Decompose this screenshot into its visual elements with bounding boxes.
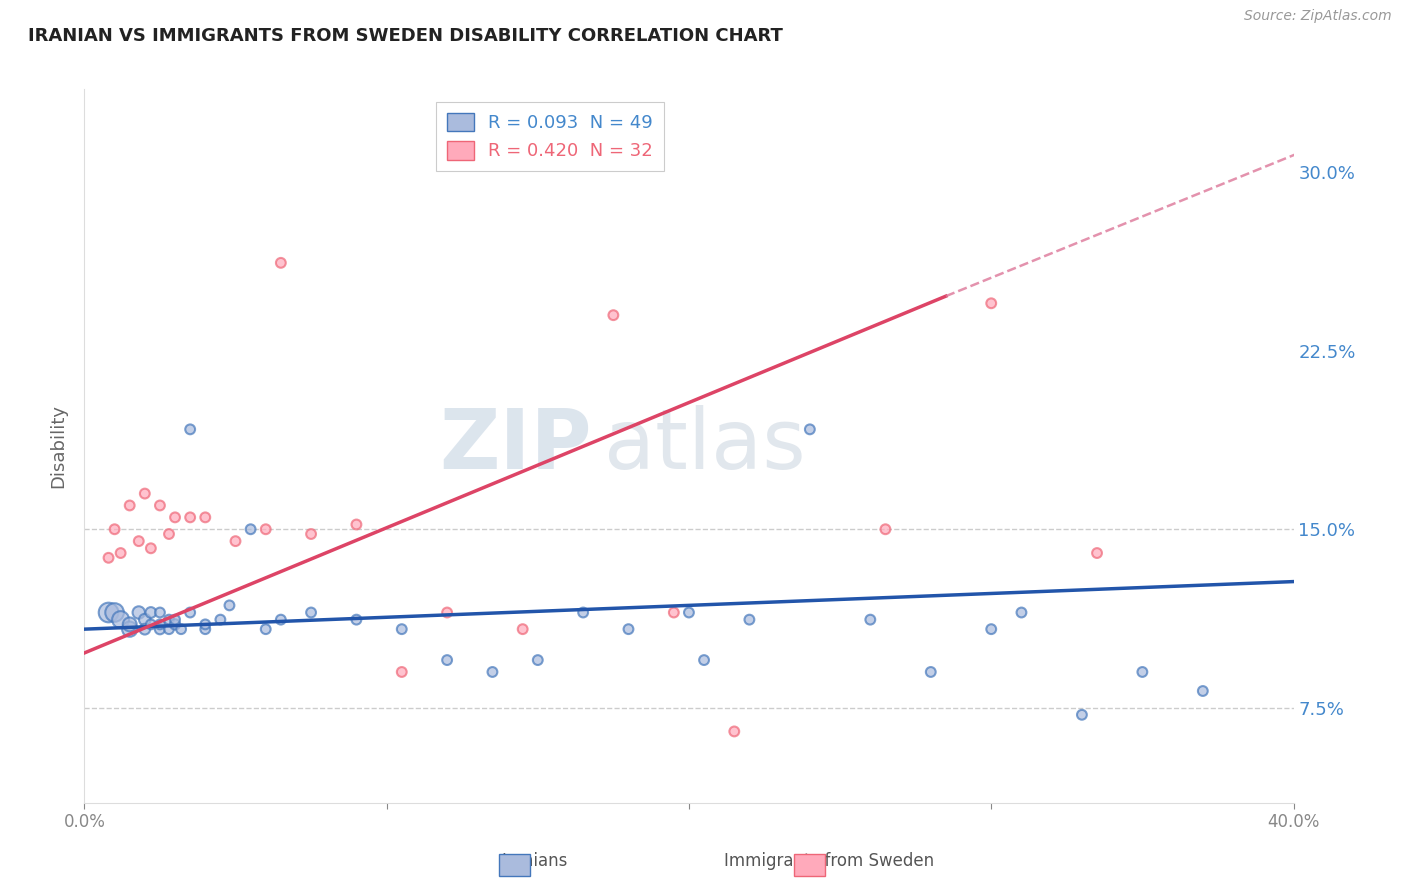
Point (128, 606, 150, 620)
Point (225, 534, 247, 549)
Text: Source: ZipAtlas.com: Source: ZipAtlas.com (1244, 9, 1392, 23)
Point (149, 617, 172, 632)
Point (118, 622, 141, 636)
Point (617, 622, 640, 636)
Point (920, 665, 942, 679)
Point (97, 606, 120, 620)
Point (1085, 546, 1108, 560)
Point (179, 510, 201, 524)
Point (875, 522, 897, 536)
Point (139, 541, 162, 556)
Point (1071, 707, 1094, 722)
Point (299, 527, 322, 541)
Point (602, 308, 624, 322)
Point (118, 617, 141, 632)
Point (723, 724, 745, 739)
Point (436, 653, 458, 667)
Point (170, 622, 193, 636)
Point (194, 510, 217, 524)
Point (1130, 665, 1153, 679)
Point (104, 522, 127, 536)
Point (662, 606, 685, 620)
Point (134, 622, 156, 636)
Point (179, 422, 201, 436)
Point (693, 653, 716, 667)
Point (254, 622, 277, 636)
Point (1192, 684, 1215, 698)
Point (678, 606, 700, 620)
Text: ZIP: ZIP (440, 406, 592, 486)
Point (218, 599, 240, 613)
Point (346, 517, 368, 532)
Point (165, 510, 187, 524)
Point (512, 622, 534, 636)
Point (299, 606, 322, 620)
Point (110, 546, 132, 560)
Point (157, 622, 180, 636)
Point (139, 617, 162, 632)
Point (738, 613, 761, 627)
Point (157, 527, 180, 541)
Point (149, 622, 172, 636)
Point (194, 622, 217, 636)
Point (194, 617, 217, 632)
Legend: R = 0.093  N = 49, R = 0.420  N = 32: R = 0.093 N = 49, R = 0.420 N = 32 (436, 102, 664, 171)
Text: atlas: atlas (605, 406, 806, 486)
Point (391, 622, 413, 636)
Point (134, 486, 156, 500)
Text: Immigrants from Sweden: Immigrants from Sweden (724, 852, 935, 870)
Point (799, 422, 821, 436)
Text: IRANIAN VS IMMIGRANTS FROM SWEDEN DISABILITY CORRELATION CHART: IRANIAN VS IMMIGRANTS FROM SWEDEN DISABI… (28, 27, 783, 45)
Text: Iranians: Iranians (501, 852, 568, 870)
Point (254, 522, 277, 536)
Point (165, 617, 187, 632)
Point (391, 665, 413, 679)
Point (346, 613, 368, 627)
Point (209, 613, 232, 627)
Point (149, 499, 172, 513)
Point (270, 256, 292, 270)
Point (97, 550, 120, 565)
Point (179, 606, 201, 620)
Point (980, 622, 1002, 636)
Point (128, 534, 150, 549)
Point (139, 606, 162, 620)
Point (481, 665, 503, 679)
Point (859, 613, 882, 627)
Point (1011, 606, 1033, 620)
Point (980, 296, 1002, 310)
Point (165, 613, 187, 627)
Point (134, 613, 156, 627)
Point (110, 613, 132, 627)
Point (527, 653, 550, 667)
Point (118, 499, 141, 513)
Point (104, 606, 127, 620)
Point (149, 606, 172, 620)
Point (270, 613, 292, 627)
Point (157, 613, 180, 627)
Point (572, 606, 595, 620)
Point (239, 522, 262, 536)
Point (436, 606, 458, 620)
Y-axis label: Disability: Disability (49, 404, 67, 488)
